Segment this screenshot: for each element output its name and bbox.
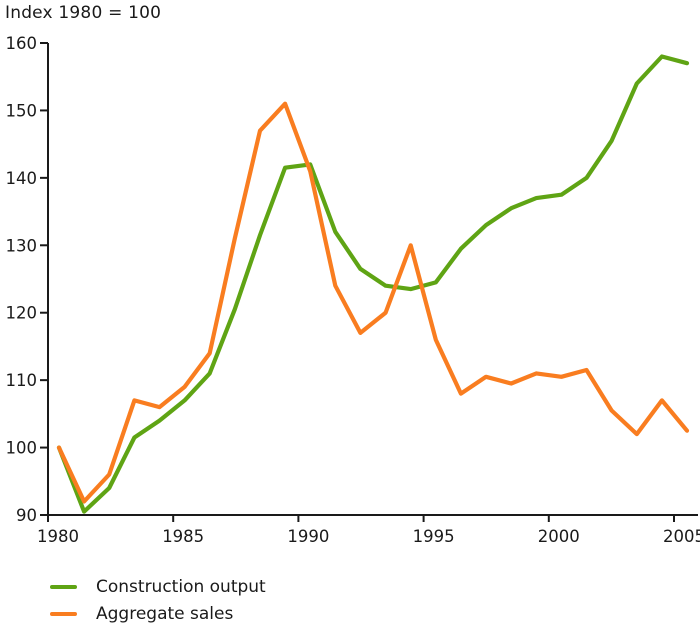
y-tick-label: 110 — [6, 371, 38, 390]
x-tick-label: 1995 — [413, 527, 455, 546]
y-tick-label: 100 — [6, 439, 38, 458]
construction-output-swatch — [50, 584, 77, 589]
series-line-construction-output — [56, 54, 690, 514]
y-tick-label: 90 — [16, 506, 37, 525]
legend-label-aggregate-sales: Aggregate sales — [96, 603, 234, 624]
axes — [47, 43, 698, 516]
x-tick-label: 1990 — [287, 527, 329, 546]
legend-label-construction-output: Construction output — [96, 576, 266, 597]
y-tick-label: 150 — [6, 101, 38, 120]
legend-item-construction-output: Construction output — [50, 576, 266, 597]
y-tick-label: 140 — [6, 169, 38, 188]
x-tick-label: 2005 — [663, 527, 700, 546]
x-tick-label: 1985 — [162, 527, 204, 546]
y-tick-label: 120 — [6, 304, 38, 323]
chart-title: Index 1980 = 100 — [5, 3, 162, 23]
x-tick-label: 2000 — [538, 527, 580, 546]
chart-legend: Construction output Aggregate sales — [50, 576, 266, 624]
y-tick-label: 130 — [6, 236, 38, 255]
x-tick-label: 1980 — [37, 527, 79, 546]
series-line-aggregate-sales — [56, 101, 690, 504]
legend-item-aggregate-sales: Aggregate sales — [50, 603, 266, 624]
aggregate-sales-swatch — [50, 611, 77, 616]
y-tick-label: 160 — [6, 34, 38, 53]
